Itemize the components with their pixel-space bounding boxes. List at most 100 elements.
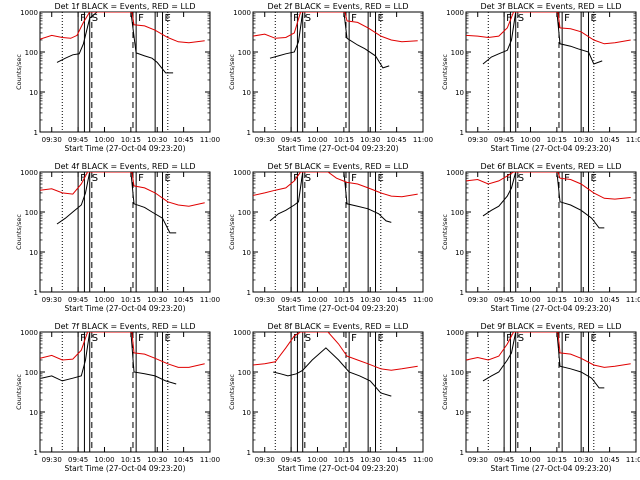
x-tick-label: 10:00 bbox=[94, 456, 114, 464]
event-marker-label: F bbox=[293, 333, 299, 344]
x-tick-label: 10:45 bbox=[174, 456, 194, 464]
x-tick-label: 10:30 bbox=[360, 456, 380, 464]
x-tick-label: 10:15 bbox=[547, 456, 567, 464]
detector-panel-8: Det 8f BLACK = Events, RED = LLD 1 10 100 10… bbox=[228, 322, 433, 473]
x-tick-label: 11:00 bbox=[626, 136, 640, 144]
y-tick-label: 100 bbox=[25, 369, 38, 377]
x-tick-label: 10:30 bbox=[573, 456, 593, 464]
detector-panel-6: Det 6f BLACK = Events, RED = LLD 1 10 100 10… bbox=[441, 162, 640, 313]
y-tick-label: 10 bbox=[455, 249, 464, 257]
x-tick-label: 09:30 bbox=[468, 136, 488, 144]
y-tick-label: 1 bbox=[460, 449, 464, 457]
plot-frame bbox=[39, 331, 211, 453]
y-tick-label: 1 bbox=[34, 129, 38, 137]
event-marker-label: E bbox=[591, 333, 597, 344]
x-tick-label: 10:15 bbox=[334, 296, 354, 304]
event-marker-label: S bbox=[305, 13, 311, 24]
x-tick-label: 09:30 bbox=[468, 456, 488, 464]
y-tick-label: 1000 bbox=[446, 9, 464, 17]
event-marker-label: E bbox=[591, 13, 597, 24]
y-tick-label: 10 bbox=[242, 249, 251, 257]
x-tick-label: 09:45 bbox=[68, 456, 88, 464]
event-marker-label: F bbox=[351, 173, 357, 184]
x-tick-label: 10:45 bbox=[387, 456, 407, 464]
y-tick-label: 10 bbox=[29, 409, 38, 417]
plot-frame bbox=[252, 331, 424, 453]
y-axis-label: Counts/sec bbox=[15, 214, 23, 250]
y-tick-label: 100 bbox=[238, 209, 251, 217]
red-series-line bbox=[253, 332, 418, 371]
x-tick-label: 10:15 bbox=[547, 136, 567, 144]
red-series-line bbox=[40, 172, 205, 207]
red-series-line bbox=[466, 12, 631, 45]
black-series-line bbox=[269, 172, 392, 223]
x-axis-label: Start Time (27-Oct-04 09:23:20) bbox=[277, 464, 398, 473]
panel-title: Det 2f BLACK = Events, RED = LLD bbox=[267, 2, 408, 11]
x-tick-label: 09:30 bbox=[255, 296, 275, 304]
x-tick-label: 10:45 bbox=[600, 136, 620, 144]
x-tick-label: 10:15 bbox=[121, 456, 141, 464]
event-marker-label: F bbox=[80, 333, 86, 344]
detector-panel-3: Det 3f BLACK = Events, RED = LLD 1 10 100 10… bbox=[441, 2, 640, 153]
plot-frame bbox=[465, 11, 637, 133]
x-tick-label: 10:15 bbox=[334, 456, 354, 464]
x-tick-label: 10:15 bbox=[334, 136, 354, 144]
x-tick-label: 09:30 bbox=[42, 296, 62, 304]
detector-panel-5: Det 5f BLACK = Events, RED = LLD 1 10 100 10… bbox=[228, 162, 433, 313]
y-tick-label: 10 bbox=[29, 249, 38, 257]
y-axis-label: Counts/sec bbox=[228, 54, 236, 90]
y-tick-label: 1000 bbox=[446, 169, 464, 177]
x-tick-label: 10:45 bbox=[174, 296, 194, 304]
y-axis-label: Counts/sec bbox=[15, 54, 23, 90]
y-axis-label: Counts/sec bbox=[441, 374, 449, 410]
detector-panel-1: Det 1f BLACK = Events, RED = LLD 1 10 100 10… bbox=[15, 2, 220, 153]
event-marker-label: E bbox=[378, 333, 384, 344]
panel-title: Det 6f BLACK = Events, RED = LLD bbox=[480, 162, 621, 171]
x-tick-label: 11:00 bbox=[200, 456, 220, 464]
y-tick-label: 1 bbox=[247, 289, 251, 297]
x-tick-label: 09:30 bbox=[255, 136, 275, 144]
black-series-line bbox=[482, 12, 603, 65]
x-axis-label: Start Time (27-Oct-04 09:23:20) bbox=[490, 464, 611, 473]
event-marker-label: E bbox=[378, 13, 384, 24]
y-tick-label: 10 bbox=[29, 89, 38, 97]
black-series-line bbox=[56, 172, 177, 234]
x-tick-label: 09:45 bbox=[68, 136, 88, 144]
panel-title: Det 8f BLACK = Events, RED = LLD bbox=[267, 322, 408, 331]
y-tick-label: 100 bbox=[451, 209, 464, 217]
x-tick-label: 10:30 bbox=[360, 136, 380, 144]
x-tick-label: 11:00 bbox=[626, 296, 640, 304]
event-marker-label: S bbox=[92, 333, 98, 344]
x-axis-label: Start Time (27-Oct-04 09:23:20) bbox=[277, 144, 398, 153]
detector-panel-7: Det 7f BLACK = Events, RED = LLD 1 10 100 10… bbox=[15, 322, 220, 473]
y-tick-label: 1 bbox=[34, 289, 38, 297]
y-tick-label: 100 bbox=[238, 49, 251, 57]
x-tick-label: 11:00 bbox=[200, 296, 220, 304]
x-tick-label: 09:45 bbox=[281, 456, 301, 464]
x-tick-label: 11:00 bbox=[626, 456, 640, 464]
event-marker-label: E bbox=[165, 333, 171, 344]
x-tick-label: 09:45 bbox=[68, 296, 88, 304]
x-tick-label: 09:45 bbox=[494, 456, 514, 464]
x-tick-label: 10:30 bbox=[147, 136, 167, 144]
x-tick-label: 10:00 bbox=[94, 136, 114, 144]
y-tick-label: 1 bbox=[247, 449, 251, 457]
black-series-line bbox=[56, 12, 174, 74]
x-tick-label: 10:30 bbox=[147, 296, 167, 304]
x-tick-label: 10:00 bbox=[520, 136, 540, 144]
x-tick-label: 10:15 bbox=[121, 296, 141, 304]
y-tick-label: 1000 bbox=[233, 9, 251, 17]
y-tick-label: 1000 bbox=[233, 329, 251, 337]
x-tick-label: 10:00 bbox=[520, 456, 540, 464]
x-tick-label: 10:45 bbox=[387, 296, 407, 304]
red-series-line bbox=[40, 12, 205, 44]
black-series-line bbox=[269, 12, 390, 69]
x-tick-label: 10:00 bbox=[307, 456, 327, 464]
x-tick-label: 10:15 bbox=[547, 296, 567, 304]
plot-frame bbox=[465, 331, 637, 453]
y-tick-label: 100 bbox=[238, 369, 251, 377]
plot-frame bbox=[465, 171, 637, 293]
panel-title: Det 3f BLACK = Events, RED = LLD bbox=[480, 2, 621, 11]
event-marker-label: F bbox=[506, 173, 512, 184]
